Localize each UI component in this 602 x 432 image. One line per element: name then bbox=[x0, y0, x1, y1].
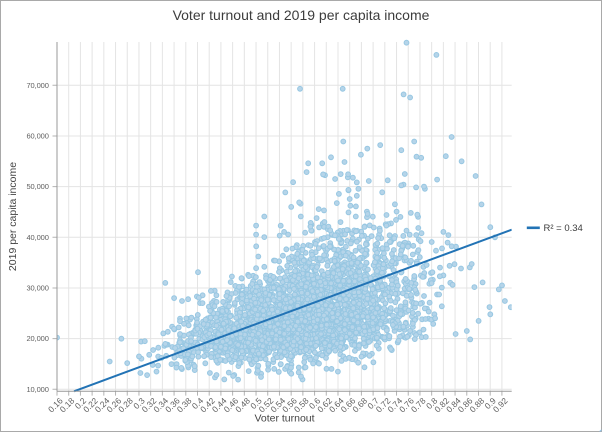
svg-text:40,000: 40,000 bbox=[26, 233, 48, 242]
svg-text:60,000: 60,000 bbox=[26, 132, 48, 141]
svg-text:70,000: 70,000 bbox=[26, 81, 48, 90]
svg-text:Voter turnout: Voter turnout bbox=[254, 413, 314, 425]
svg-text:R² = 0.34: R² = 0.34 bbox=[544, 223, 583, 234]
svg-text:20,000: 20,000 bbox=[26, 334, 48, 343]
svg-text:Voter turnout and 2019 per cap: Voter turnout and 2019 per capita income bbox=[173, 7, 430, 23]
svg-text:50,000: 50,000 bbox=[26, 182, 48, 191]
svg-text:10,000: 10,000 bbox=[26, 385, 48, 394]
svg-text:2019 per capita income: 2019 per capita income bbox=[7, 162, 19, 271]
svg-text:30,000: 30,000 bbox=[26, 284, 48, 293]
